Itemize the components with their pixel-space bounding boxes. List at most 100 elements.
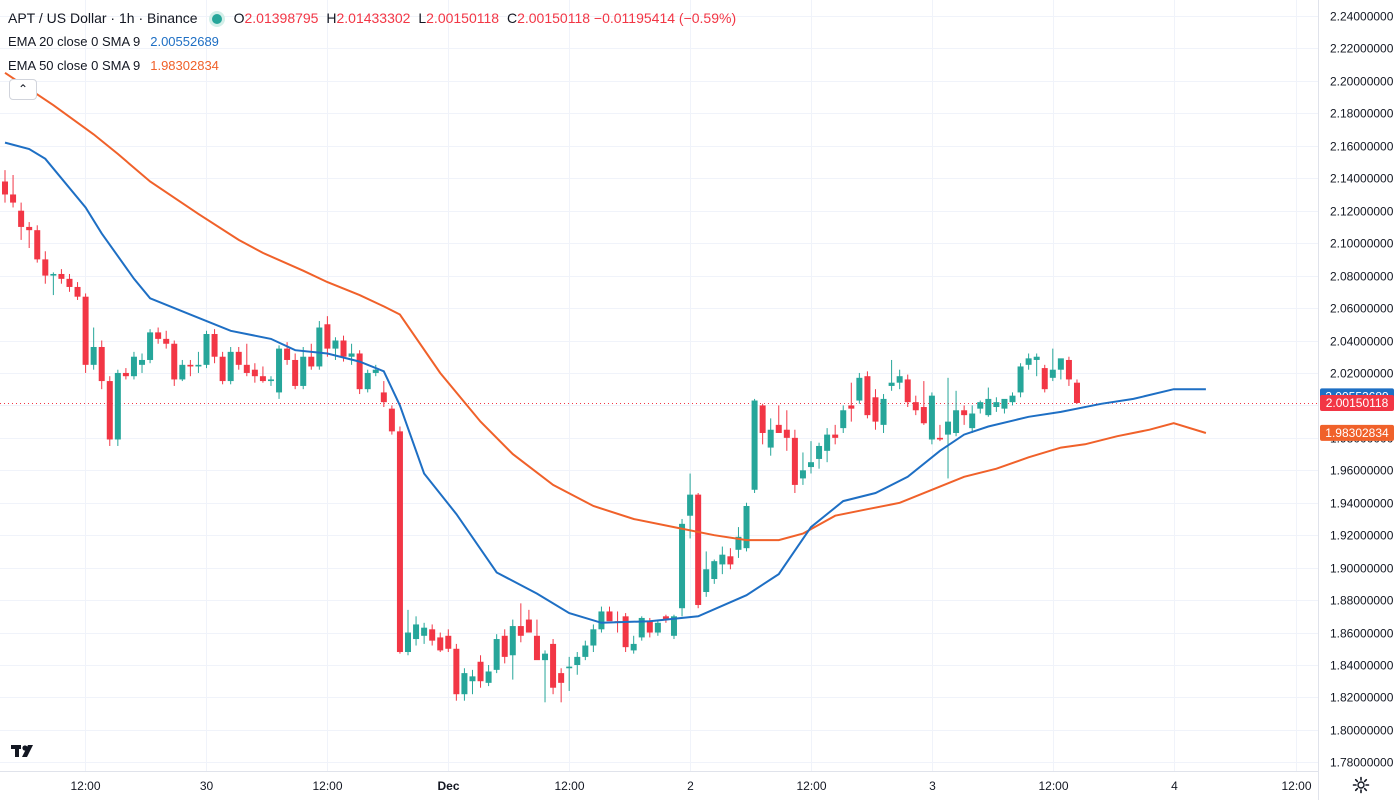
candle-body	[364, 372, 371, 390]
candle	[292, 353, 299, 390]
candle-body	[82, 296, 89, 365]
candle	[767, 418, 774, 456]
candle	[711, 559, 718, 584]
time-axis[interactable]: 12:00 30 12:00 Dec 12:00 2 12:00 3 12:00 4 12:00	[70, 779, 1311, 793]
candle-body	[211, 334, 218, 357]
ema20-line	[4, 141, 1206, 624]
candle-body	[276, 348, 283, 393]
candle-body	[856, 377, 863, 401]
price-axis[interactable]: 2.24000000 2.22000000 2.20000000 2.18000000…	[1330, 10, 1394, 770]
candle-body	[1049, 369, 1056, 378]
candle	[509, 619, 516, 680]
y-tick-label: 1.96000000	[1330, 464, 1394, 478]
candle	[630, 635, 637, 654]
candle-body	[259, 376, 266, 382]
candle-body	[98, 346, 105, 382]
candle	[1041, 364, 1048, 393]
candle-body	[42, 259, 49, 276]
candle-body	[542, 653, 549, 661]
candle	[775, 405, 782, 433]
candle-body	[421, 627, 428, 636]
candle-body	[695, 494, 702, 605]
y-tick-label: 1.88000000	[1330, 594, 1394, 608]
candle-body	[130, 356, 137, 377]
candle	[122, 368, 129, 380]
candle-body	[461, 673, 468, 695]
y-tick-label: 1.84000000	[1330, 659, 1394, 673]
candle	[445, 629, 452, 653]
candle-body	[485, 671, 492, 683]
y-tick-label: 2.14000000	[1330, 172, 1394, 186]
x-tick-label: 12:00	[554, 779, 584, 793]
candle-body	[106, 381, 113, 440]
candle	[558, 668, 565, 703]
candle-body	[139, 359, 146, 365]
candle	[840, 405, 847, 433]
chart-legend: APT / US Dollar · 1h · Binance O2.0139879…	[8, 6, 736, 78]
low-value: 2.00150118	[426, 10, 500, 26]
y-tick-label: 2.10000000	[1330, 237, 1394, 251]
tradingview-logo[interactable]	[10, 740, 40, 762]
ema50-line	[4, 71, 1207, 542]
candle-body	[26, 226, 33, 231]
candle	[654, 619, 661, 636]
candle	[816, 442, 823, 469]
candle-body	[961, 410, 968, 416]
candle-body	[953, 410, 960, 433]
grid	[0, 0, 1318, 771]
collapse-legend-button[interactable]: ⌃	[9, 79, 37, 100]
candle-body	[622, 616, 629, 648]
candle-body	[227, 351, 234, 382]
candle-body	[316, 327, 323, 367]
candle	[485, 665, 492, 687]
candle-body	[74, 286, 81, 297]
candle-body	[1017, 366, 1024, 393]
candle	[566, 656, 573, 691]
candle-body	[969, 413, 976, 429]
candle-body	[90, 346, 97, 365]
candle	[147, 329, 154, 364]
candle-body	[977, 402, 984, 409]
candle	[920, 381, 927, 425]
candle-body	[453, 648, 460, 695]
candle	[267, 376, 274, 386]
y-tick-label: 2.20000000	[1330, 75, 1394, 89]
candle-body	[816, 445, 823, 459]
candle	[687, 473, 694, 539]
candle	[912, 395, 919, 416]
candle	[106, 376, 113, 446]
candle-body	[477, 661, 484, 682]
gear-icon[interactable]	[1352, 776, 1370, 799]
candle	[380, 381, 387, 408]
candle-body	[405, 632, 411, 653]
candle	[525, 609, 532, 633]
candle-body	[445, 635, 452, 649]
candle-body	[598, 611, 605, 630]
y-tick-label: 2.06000000	[1330, 302, 1394, 316]
candle-body	[356, 353, 363, 390]
open-label: O	[233, 10, 245, 26]
candle	[203, 330, 210, 369]
candle-body	[1033, 356, 1040, 360]
candle	[469, 669, 476, 695]
candle-body	[888, 382, 895, 386]
candle-body	[799, 470, 806, 479]
ema50-label[interactable]: EMA 50 close 0 SMA 9	[8, 58, 141, 73]
ema20-label[interactable]: EMA 20 close 0 SMA 9	[8, 34, 141, 49]
candle-body	[114, 372, 121, 440]
market-status-icon	[211, 14, 222, 25]
candle	[324, 316, 331, 357]
candle	[727, 548, 734, 570]
candle-body	[590, 629, 597, 646]
candle-body	[679, 523, 686, 609]
candle	[130, 351, 137, 380]
candle-body	[783, 429, 790, 438]
symbol-title[interactable]: APT / US Dollar · 1h · Binance	[8, 10, 198, 26]
candle	[856, 372, 863, 404]
candle	[533, 619, 540, 661]
candle	[211, 329, 218, 364]
candle	[606, 606, 613, 622]
candle	[163, 330, 170, 349]
candle-body	[864, 376, 871, 416]
